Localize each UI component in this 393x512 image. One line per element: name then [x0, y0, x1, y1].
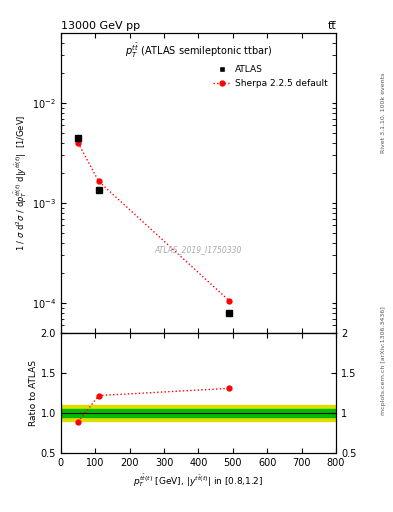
Text: Rivet 3.1.10, 100k events: Rivet 3.1.10, 100k events [381, 72, 386, 153]
Legend: ATLAS, Sherpa 2.2.5 default: ATLAS, Sherpa 2.2.5 default [209, 62, 332, 92]
Y-axis label: Ratio to ATLAS: Ratio to ATLAS [29, 360, 38, 426]
X-axis label: $p_T^{t\bar{t}(t)}$ [GeV], $|y^{t\bar{t}(t)}|$ in [0.8,1.2]: $p_T^{t\bar{t}(t)}$ [GeV], $|y^{t\bar{t}… [133, 472, 264, 489]
Text: 13000 GeV pp: 13000 GeV pp [61, 20, 140, 31]
Text: ATLAS_2019_I1750330: ATLAS_2019_I1750330 [155, 245, 242, 254]
Text: $p_T^{t\bar{t}}$ (ATLAS semileptonic ttbar): $p_T^{t\bar{t}}$ (ATLAS semileptonic ttb… [125, 42, 272, 60]
Text: tt̅: tt̅ [327, 20, 336, 31]
Bar [61, 405, 336, 421]
Text: mcplots.cern.ch [arXiv:1306.3436]: mcplots.cern.ch [arXiv:1306.3436] [381, 306, 386, 415]
Y-axis label: 1 / $\sigma$ d$^2\sigma$ / d$p_T^{t\bar{t}(t)}$ d$|y^{t\bar{t}(t)}|$  [1/GeV]: 1 / $\sigma$ d$^2\sigma$ / d$p_T^{t\bar{… [12, 115, 29, 251]
Bar [61, 409, 336, 417]
